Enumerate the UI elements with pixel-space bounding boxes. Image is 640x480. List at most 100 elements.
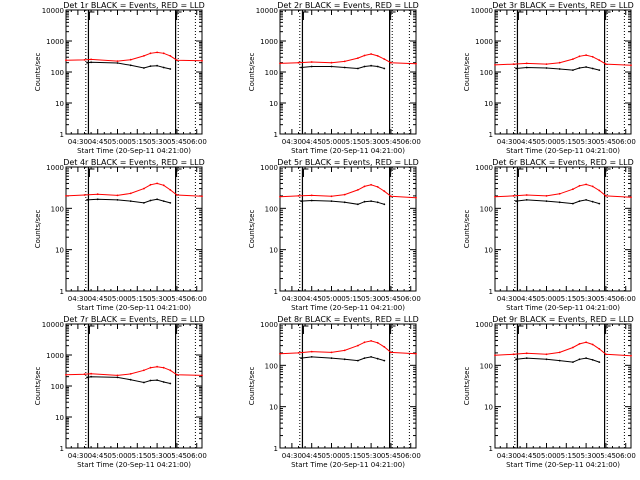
data-point-events — [169, 202, 172, 204]
data-point-lld — [630, 196, 632, 199]
y-tick-label: 100 — [51, 205, 64, 213]
series-line-lld — [65, 51, 203, 62]
data-point-lld — [370, 183, 372, 186]
y-tick-label: 1 — [489, 445, 493, 453]
x-tick-label: 05:00 — [321, 452, 341, 460]
x-tick-label: 05:15 — [341, 138, 361, 146]
data-point-lld — [149, 183, 152, 186]
plot-frame — [65, 323, 203, 449]
marker-flag — [302, 11, 309, 20]
data-point-lld — [201, 59, 203, 62]
data-point-events — [376, 201, 379, 204]
plot-frame — [494, 9, 632, 135]
chart-title: Det 6r BLACK = Events, RED = LLD — [492, 158, 634, 167]
y-axis-label: Counts/sec — [463, 53, 471, 92]
x-tick-label: 05:00 — [321, 295, 341, 303]
x-tick-label: 05:30 — [147, 452, 167, 460]
data-point-events — [357, 67, 359, 70]
data-point-lld — [585, 54, 587, 56]
data-point-events — [169, 68, 172, 70]
data-point-lld — [370, 53, 372, 55]
data-point-lld — [176, 373, 178, 376]
x-tick-label: 04:30 — [68, 452, 88, 460]
x-tick-label: 05:15 — [556, 295, 576, 303]
data-point-lld — [129, 192, 132, 195]
marker-flag — [390, 11, 396, 20]
marker-flag — [390, 325, 396, 334]
marker-flag — [302, 325, 309, 334]
data-point-lld — [83, 373, 86, 376]
data-point-lld — [598, 189, 601, 192]
data-point-events — [363, 65, 366, 68]
chart-panel-2: Det 2r BLACK = Events, RED = LLD 1 10 100 10… — [248, 1, 421, 155]
data-point-lld — [279, 352, 281, 355]
data-point-events — [376, 357, 379, 360]
y-tick-label: 1000 — [46, 352, 64, 360]
data-point-events — [149, 379, 152, 382]
data-point-lld — [330, 195, 333, 198]
y-tick-label: 100 — [480, 69, 493, 77]
data-point-events — [591, 67, 594, 70]
y-axis-label: Counts/sec — [34, 367, 42, 406]
data-point-events — [129, 200, 132, 203]
data-point-lld — [376, 55, 379, 57]
x-axis-label: Start Time (20-Sep-11 04:21:00) — [77, 304, 191, 312]
x-tick-label: 06:00 — [401, 452, 421, 460]
data-point-lld — [572, 188, 574, 191]
x-tick-label: 05:45 — [381, 295, 401, 303]
marker-flag — [517, 11, 524, 20]
data-point-lld — [176, 59, 178, 62]
data-point-events — [383, 359, 386, 362]
series-line-lld — [279, 53, 417, 65]
x-tick-label: 05:00 — [107, 295, 127, 303]
data-point-events — [525, 357, 528, 359]
data-point-events — [383, 203, 386, 206]
chart-panel-6: Det 6r BLACK = Events, RED = LLD 1 10 100 10… — [463, 158, 636, 312]
data-point-events — [545, 200, 548, 203]
data-point-events — [86, 61, 88, 64]
chart-panel-5: Det 5r BLACK = Events, RED = LLD 1 10 100 10… — [248, 158, 421, 312]
data-point-lld — [83, 59, 86, 61]
x-axis-label: Start Time (20-Sep-11 04:21:00) — [291, 147, 405, 155]
data-point-events — [90, 375, 92, 378]
data-point-lld — [525, 194, 528, 196]
plot-frame — [494, 323, 632, 449]
data-point-lld — [512, 195, 515, 197]
data-point-lld — [494, 195, 496, 198]
data-point-events — [585, 357, 587, 359]
data-point-events — [578, 200, 581, 203]
x-axis-label: Start Time (20-Sep-11 04:21:00) — [77, 461, 191, 469]
x-tick-label: 05:00 — [107, 452, 127, 460]
data-point-lld — [330, 61, 333, 64]
data-point-events — [558, 201, 561, 204]
y-tick-label: 1 — [60, 131, 64, 139]
data-point-events — [156, 379, 159, 381]
data-point-lld — [390, 351, 392, 354]
y-tick-label: 10 — [269, 404, 278, 412]
data-point-events — [300, 357, 302, 359]
data-point-events — [558, 68, 561, 70]
x-tick-label: 04:45 — [517, 295, 537, 303]
data-point-lld — [578, 55, 581, 58]
y-axis-label: Counts/sec — [248, 53, 256, 92]
data-point-lld — [376, 186, 379, 188]
y-tick-label: 100 — [51, 383, 64, 391]
y-tick-label: 1 — [489, 131, 493, 139]
x-tick-label: 05:00 — [107, 138, 127, 146]
x-tick-label: 05:30 — [576, 138, 596, 146]
data-point-lld — [156, 365, 159, 368]
x-tick-label: 05:45 — [167, 295, 187, 303]
y-tick-label: 100 — [51, 69, 64, 77]
chart-title: Det 1r BLACK = Events, RED = LLD — [63, 1, 205, 10]
data-point-events — [300, 66, 302, 69]
y-tick-label: 1 — [274, 288, 278, 296]
data-point-events — [598, 202, 601, 205]
data-point-lld — [558, 192, 561, 195]
x-tick-label: 05:30 — [576, 452, 596, 460]
data-point-lld — [415, 352, 417, 355]
x-tick-label: 04:45 — [517, 138, 537, 146]
data-point-events — [357, 359, 359, 362]
data-point-lld — [415, 196, 417, 199]
data-point-lld — [357, 57, 359, 59]
x-axis-label: Start Time (20-Sep-11 04:21:00) — [506, 304, 620, 312]
